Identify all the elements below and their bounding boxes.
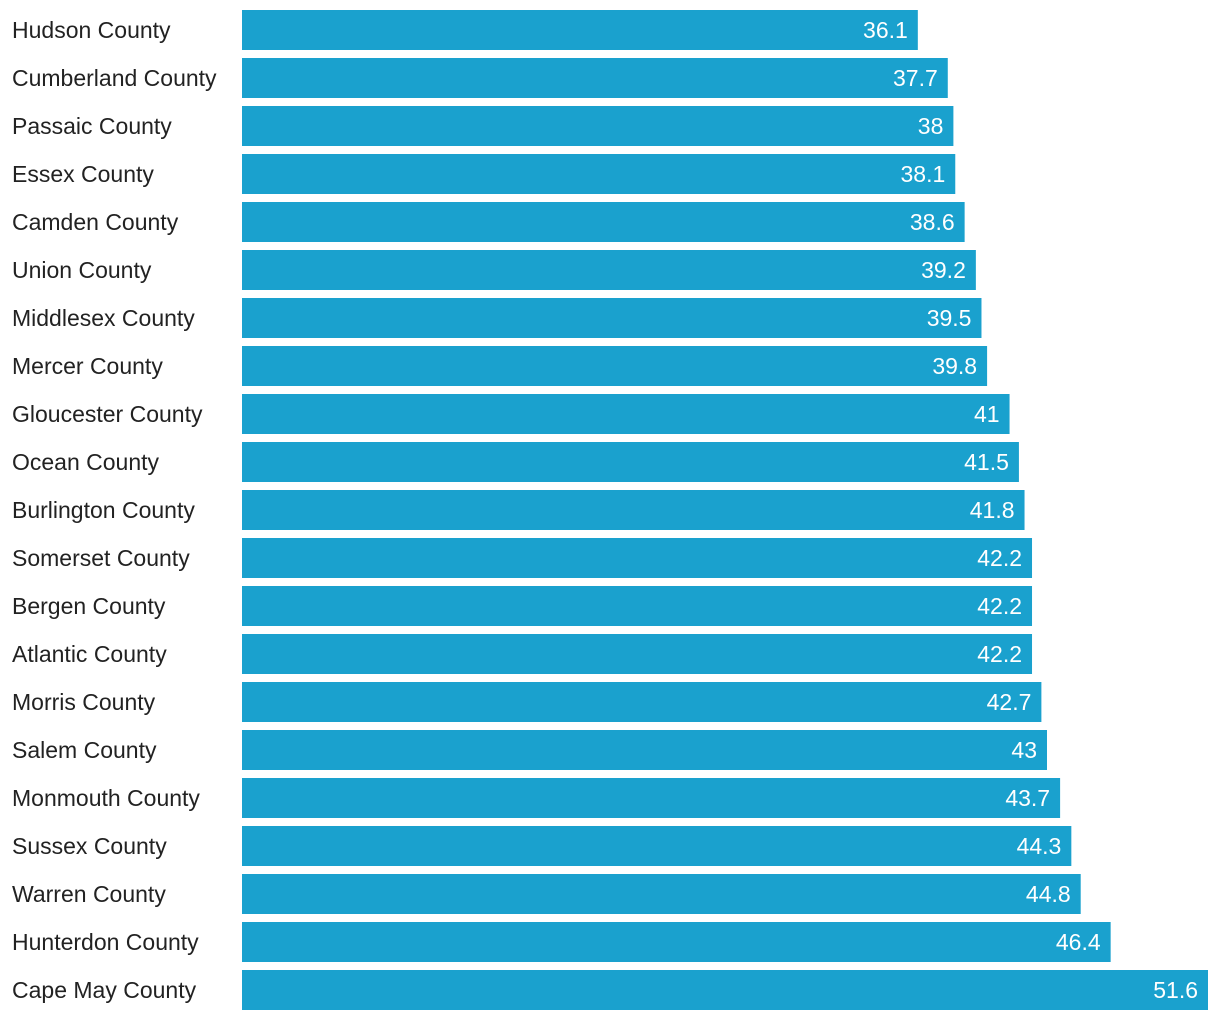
bar <box>242 682 1042 722</box>
category-label: Hudson County <box>12 17 171 43</box>
value-label: 44.8 <box>1026 881 1071 907</box>
category-label: Monmouth County <box>12 785 200 811</box>
category-label: Salem County <box>12 737 157 763</box>
category-label: Bergen County <box>12 593 166 619</box>
bar <box>242 874 1081 914</box>
category-label: Camden County <box>12 209 179 235</box>
value-label: 41.5 <box>964 449 1009 475</box>
category-label: Warren County <box>12 881 166 907</box>
value-label: 43.7 <box>1005 785 1050 811</box>
bar <box>242 442 1019 482</box>
bar <box>242 58 948 98</box>
bar <box>242 490 1025 530</box>
bar <box>242 586 1033 626</box>
value-label: 51.6 <box>1153 977 1198 1003</box>
bar <box>242 730 1047 770</box>
category-label: Atlantic County <box>12 641 167 667</box>
bar <box>242 202 965 242</box>
value-label: 46.4 <box>1056 929 1101 955</box>
category-label: Gloucester County <box>12 401 203 427</box>
category-label: Union County <box>12 257 152 283</box>
bar <box>242 538 1033 578</box>
value-label: 44.3 <box>1017 833 1062 859</box>
bar <box>242 826 1072 866</box>
bar <box>242 634 1033 674</box>
value-label: 41.8 <box>970 497 1015 523</box>
value-label: 43 <box>1011 737 1037 763</box>
value-label: 41 <box>974 401 1000 427</box>
value-label: 36.1 <box>863 17 908 43</box>
category-label: Essex County <box>12 161 154 187</box>
bar <box>242 10 918 50</box>
bar <box>242 250 976 290</box>
category-label: Burlington County <box>12 497 195 523</box>
category-label: Middlesex County <box>12 305 195 331</box>
value-label: 38.1 <box>901 161 946 187</box>
value-label: 42.7 <box>987 689 1032 715</box>
category-label: Ocean County <box>12 449 160 475</box>
bar <box>242 778 1061 818</box>
value-label: 42.2 <box>977 641 1022 667</box>
value-label: 38 <box>918 113 944 139</box>
category-label: Passaic County <box>12 113 172 139</box>
category-label: Cumberland County <box>12 65 217 91</box>
bar <box>242 346 988 386</box>
category-label: Hunterdon County <box>12 929 199 955</box>
bar <box>242 394 1010 434</box>
value-label: 42.2 <box>977 545 1022 571</box>
value-label: 39.8 <box>932 353 977 379</box>
value-label: 39.5 <box>927 305 972 331</box>
category-label: Mercer County <box>12 353 163 379</box>
category-labels: Hudson County Cumberland County Passaic Co… <box>12 17 217 1003</box>
value-label: 37.7 <box>893 65 938 91</box>
value-labels: 36.1 37.7 38 38.1 38.6 39.2 39.5 39.8 41 41.5 41.8… <box>863 17 1198 1003</box>
bars <box>242 10 1208 1010</box>
bar <box>242 922 1111 962</box>
category-label: Sussex County <box>12 833 167 859</box>
value-label: 39.2 <box>921 257 966 283</box>
category-label: Somerset County <box>12 545 190 571</box>
category-label: Cape May County <box>12 977 197 1003</box>
bar <box>242 970 1208 1010</box>
bar <box>242 298 982 338</box>
value-label: 38.6 <box>910 209 955 235</box>
bar <box>242 154 956 194</box>
value-label: 42.2 <box>977 593 1022 619</box>
bar <box>242 106 954 146</box>
category-label: Morris County <box>12 689 156 715</box>
